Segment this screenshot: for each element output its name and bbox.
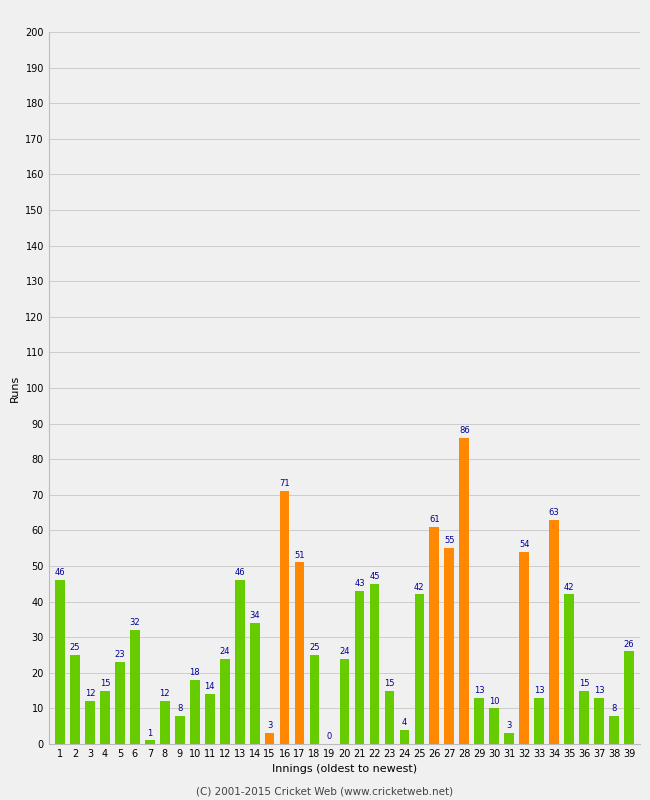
Text: 26: 26 [624,639,634,649]
Text: 24: 24 [339,646,350,656]
Bar [145,741,155,744]
Bar [430,527,439,744]
Text: 15: 15 [99,678,110,688]
Bar [460,438,469,744]
Text: 14: 14 [205,682,215,691]
Text: 3: 3 [506,722,512,730]
Text: 10: 10 [489,697,499,706]
Bar [130,630,140,744]
Bar [489,709,499,744]
Bar [340,658,349,744]
Text: 24: 24 [220,646,230,656]
Text: 0: 0 [327,732,332,741]
Text: (C) 2001-2015 Cricket Web (www.cricketweb.net): (C) 2001-2015 Cricket Web (www.cricketwe… [196,786,454,796]
Text: 25: 25 [70,643,80,652]
Bar [594,698,604,744]
Text: 1: 1 [147,729,153,738]
Text: 86: 86 [459,426,470,435]
Bar [504,734,514,744]
Bar [579,690,589,744]
Bar [70,655,80,744]
Bar [549,520,559,744]
Bar [415,594,424,744]
Text: 32: 32 [129,618,140,627]
Bar [205,694,214,744]
Text: 55: 55 [444,536,454,546]
Bar [309,655,319,744]
Text: 46: 46 [235,568,245,578]
Bar [220,658,229,744]
Bar [280,491,289,744]
X-axis label: Innings (oldest to newest): Innings (oldest to newest) [272,765,417,774]
Text: 63: 63 [549,508,560,517]
Bar [519,552,529,744]
Text: 71: 71 [280,479,290,488]
Bar [385,690,395,744]
Text: 8: 8 [612,704,617,713]
Bar [115,662,125,744]
Bar [400,730,410,744]
Text: 13: 13 [534,686,545,695]
Bar [564,594,574,744]
Bar [265,734,274,744]
Text: 3: 3 [267,722,272,730]
Bar [474,698,484,744]
Text: 12: 12 [84,690,95,698]
Text: 54: 54 [519,540,530,549]
Text: 25: 25 [309,643,320,652]
Bar [370,584,380,744]
Text: 46: 46 [55,568,65,578]
Bar [534,698,544,744]
Text: 34: 34 [250,611,260,620]
Text: 45: 45 [369,572,380,581]
Text: 15: 15 [384,678,395,688]
Bar [100,690,110,744]
Text: 42: 42 [414,582,424,592]
Bar [445,548,454,744]
Text: 8: 8 [177,704,183,713]
Text: 13: 13 [593,686,604,695]
Text: 12: 12 [159,690,170,698]
Text: 13: 13 [474,686,485,695]
Text: 51: 51 [294,550,305,559]
Text: 23: 23 [114,650,125,659]
Bar [294,562,304,744]
Bar [55,580,65,744]
Bar [175,715,185,744]
Bar [190,680,200,744]
Text: 4: 4 [402,718,407,727]
Text: 61: 61 [429,515,439,524]
Text: 18: 18 [189,668,200,677]
Bar [355,591,365,744]
Bar [85,702,95,744]
Bar [160,702,170,744]
Text: 43: 43 [354,579,365,588]
Y-axis label: Runs: Runs [10,374,20,402]
Text: 42: 42 [564,582,575,592]
Bar [609,715,619,744]
Bar [624,651,634,744]
Bar [250,623,259,744]
Bar [235,580,244,744]
Text: 15: 15 [579,678,590,688]
